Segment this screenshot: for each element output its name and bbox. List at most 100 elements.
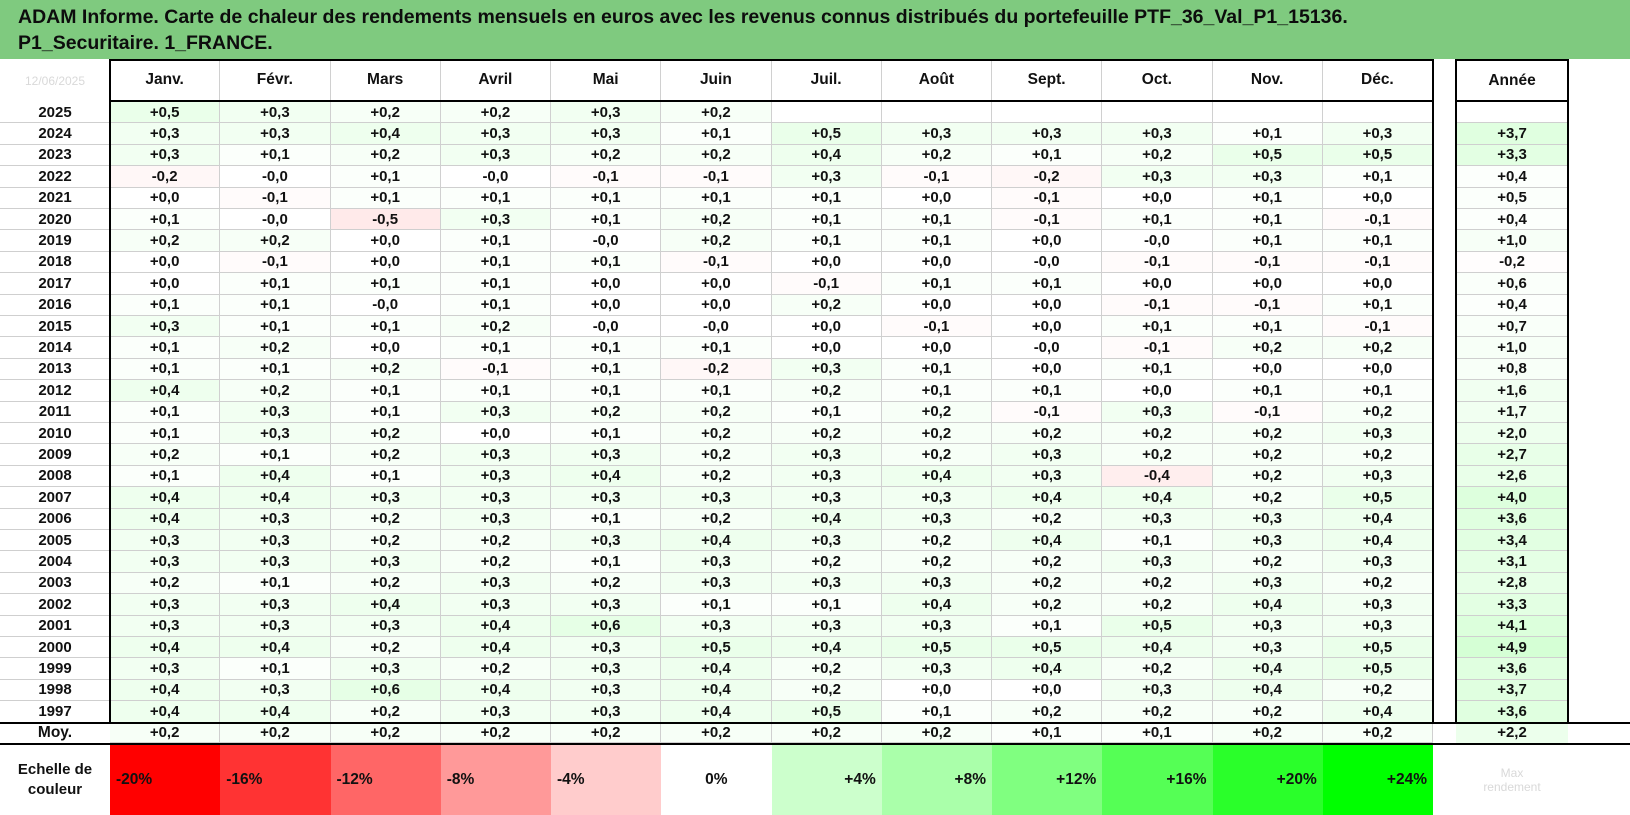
annual-cell: +1,0 bbox=[1456, 337, 1568, 359]
heatmap-cell: +0,1 bbox=[330, 273, 441, 295]
heatmap-cell: +0,3 bbox=[771, 444, 882, 466]
month-header: Mars bbox=[330, 59, 441, 102]
heatmap-cell: +0,2 bbox=[1102, 144, 1213, 167]
heatmap-cell: +0,2 bbox=[330, 444, 441, 466]
heatmap-cell: +0,0 bbox=[1212, 358, 1323, 381]
heatmap-cell: -0,1 bbox=[881, 316, 992, 338]
heatmap-cell: -0,1 bbox=[220, 187, 331, 209]
heatmap-cell: +0,1 bbox=[330, 187, 441, 209]
heatmap-cell: +0,3 bbox=[551, 487, 662, 509]
heatmap-cell: +0,2 bbox=[440, 102, 551, 124]
heatmap-cell: +0,4 bbox=[661, 679, 772, 702]
year-label: 2001 bbox=[0, 616, 110, 637]
heatmap-cell: +0,1 bbox=[661, 187, 772, 209]
heatmap-cell: +0,1 bbox=[220, 358, 331, 381]
year-label: 2009 bbox=[0, 444, 110, 466]
heatmap-cell: +0,3 bbox=[220, 530, 331, 552]
heatmap-cell: -0,1 bbox=[1102, 251, 1213, 274]
heatmap-cell: +0,0 bbox=[771, 337, 882, 359]
color-scale-swatch: -16% bbox=[220, 744, 331, 815]
heatmap-cell: +0,1 bbox=[881, 358, 992, 381]
heatmap-cell: +0,1 bbox=[220, 273, 331, 295]
heatmap-cell: +0,1 bbox=[771, 187, 882, 209]
heatmap-cell: +0,1 bbox=[110, 465, 221, 488]
heatmap-cell: +0,2 bbox=[1102, 658, 1213, 680]
month-header: Août bbox=[881, 59, 992, 102]
heatmap-cell: +0,1 bbox=[551, 209, 662, 231]
heatmap-cell: +0,4 bbox=[440, 679, 551, 702]
heatmap-cell: +0,2 bbox=[330, 530, 441, 552]
heatmap-cell: +0,3 bbox=[440, 123, 551, 145]
heatmap-cell: +0,2 bbox=[110, 230, 221, 252]
heatmap-cell: +0,2 bbox=[1102, 444, 1213, 466]
heatmap-cell: +0,2 bbox=[330, 144, 441, 167]
year-label: 2023 bbox=[0, 145, 110, 167]
year-label: 2015 bbox=[0, 316, 110, 338]
heatmap-cell: +0,4 bbox=[661, 701, 772, 723]
month-header: Déc. bbox=[1322, 59, 1433, 102]
heatmap-cell: +0,2 bbox=[1212, 487, 1323, 509]
heatmap-cell: +0,0 bbox=[881, 337, 992, 359]
month-header: Juin bbox=[661, 59, 772, 102]
heatmap-cell: +0,1 bbox=[110, 401, 221, 423]
annual-header-bottom-border bbox=[1456, 100, 1568, 102]
annual-cell: +1,6 bbox=[1456, 380, 1568, 402]
heatmap-cell: +0,3 bbox=[220, 615, 331, 637]
annual-cell: +2,7 bbox=[1456, 444, 1568, 466]
heatmap-cell: +0,1 bbox=[1212, 316, 1323, 338]
heatmap-cell: -0,1 bbox=[551, 166, 662, 188]
heatmap-cell: -0,1 bbox=[1212, 251, 1323, 274]
year-label: 2010 bbox=[0, 423, 110, 445]
heatmap-cell: +0,2 bbox=[1212, 701, 1323, 723]
heatmap-cell: +0,2 bbox=[1322, 444, 1433, 466]
heatmap-cell: +0,2 bbox=[330, 572, 441, 595]
heatmap-cell: +0,5 bbox=[992, 637, 1103, 659]
heatmap-cell: -0,0 bbox=[440, 166, 551, 188]
heatmap-cell: +0,0 bbox=[992, 679, 1103, 702]
heatmap-cell: +0,3 bbox=[771, 465, 882, 488]
heatmap-cell: -0,1 bbox=[992, 187, 1103, 209]
heatmap-cell: +0,4 bbox=[771, 508, 882, 530]
heatmap-cell: +0,4 bbox=[1102, 637, 1213, 659]
heatmap-cell: +0,1 bbox=[1102, 358, 1213, 381]
average-bottom-border bbox=[0, 742, 1630, 745]
annual-cell: +4,0 bbox=[1456, 487, 1568, 509]
heatmap-cell: +0,3 bbox=[771, 530, 882, 552]
heatmap-cell: +0,2 bbox=[771, 423, 882, 445]
heatmap-cell: +0,5 bbox=[661, 637, 772, 659]
annual-cell: +3,6 bbox=[1456, 508, 1568, 530]
annual-cell: +0,4 bbox=[1456, 209, 1568, 231]
heatmap-cell: +0,2 bbox=[881, 530, 992, 552]
heatmap-cell bbox=[992, 102, 1103, 124]
heatmap-cell: +0,0 bbox=[330, 337, 441, 359]
year-label: 2011 bbox=[0, 402, 110, 423]
heatmap-cell: -0,1 bbox=[1322, 251, 1433, 274]
heatmap-cell: +0,1 bbox=[661, 337, 772, 359]
annual-cell: +4,1 bbox=[1456, 615, 1568, 637]
heatmap-cell: +0,2 bbox=[220, 230, 331, 252]
heatmap-cell: +0,1 bbox=[1102, 530, 1213, 552]
heatmap-cell: +0,3 bbox=[771, 615, 882, 637]
month-header: Avril bbox=[440, 59, 551, 102]
heatmap-cell: +0,2 bbox=[881, 144, 992, 167]
heatmap-cell: -0,1 bbox=[661, 166, 772, 188]
month-header: Janv. bbox=[110, 59, 221, 102]
heatmap-cell: +0,3 bbox=[881, 508, 992, 530]
heatmap-cell: +0,1 bbox=[1212, 187, 1323, 209]
heatmap-cell: +0,6 bbox=[330, 679, 441, 702]
heatmap-cell: +0,3 bbox=[440, 594, 551, 616]
heatmap-cell bbox=[881, 102, 992, 124]
report-title: ADAM Informe. Carte de chaleur des rende… bbox=[0, 0, 1630, 59]
heatmap-cell: +0,4 bbox=[440, 637, 551, 659]
heatmap-cell: +0,3 bbox=[992, 123, 1103, 145]
heatmap-cell: +0,3 bbox=[1212, 508, 1323, 530]
header-top-border bbox=[110, 59, 1433, 61]
heatmap-cell: +0,3 bbox=[1322, 551, 1433, 573]
heatmap-cell: +0,1 bbox=[992, 144, 1103, 167]
year-label: 2004 bbox=[0, 551, 110, 573]
heatmap-cell: -0,0 bbox=[330, 294, 441, 316]
heatmap-cell: +0,2 bbox=[1212, 551, 1323, 573]
annual-cell: +1,7 bbox=[1456, 401, 1568, 423]
heatmap-cell: +0,4 bbox=[440, 615, 551, 637]
heatmap-cell: +0,1 bbox=[220, 572, 331, 595]
